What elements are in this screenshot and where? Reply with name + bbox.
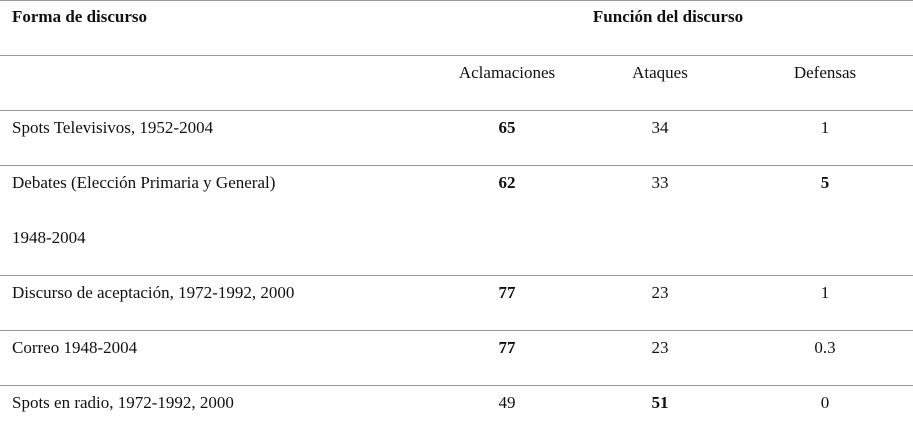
cell-value: 0: [820, 393, 830, 412]
cell-value: 33: [651, 173, 669, 192]
rule: [0, 330, 913, 331]
cell-value: 23: [651, 283, 669, 302]
cell-value: 51: [651, 393, 669, 412]
cell-value: 5: [820, 173, 830, 192]
cell-value: 0.3: [814, 338, 836, 357]
cell-value: 1: [820, 118, 830, 137]
cell-value: 77: [498, 283, 516, 302]
rule: [0, 165, 913, 166]
row-label: 1948-2004: [12, 228, 86, 247]
cell-value: 62: [498, 173, 516, 192]
rule: [0, 110, 913, 111]
rule: [0, 275, 913, 276]
cell-value: 1: [820, 283, 830, 302]
row-label: Correo 1948-2004: [12, 338, 138, 357]
row-label: Spots en radio, 1972-1992, 2000: [12, 393, 234, 412]
cell-value: 65: [498, 118, 516, 137]
rule: [0, 55, 913, 56]
cell-value: 23: [651, 338, 669, 357]
rule: [0, 385, 913, 386]
cell-value: 34: [651, 118, 669, 137]
group-header: Función del discurso: [592, 7, 744, 26]
column-header: Ataques: [632, 63, 688, 82]
row-header: Forma de discurso: [12, 7, 148, 26]
rule: [0, 0, 913, 1]
cell-value: 49: [498, 393, 516, 412]
column-header: Aclamaciones: [458, 63, 556, 82]
cell-value: 77: [498, 338, 516, 357]
row-label: Spots Televisivos, 1952-2004: [12, 118, 214, 137]
row-label: Debates (Elección Primaria y General): [12, 173, 276, 192]
row-label: Discurso de aceptación, 1972-1992, 2000: [12, 283, 295, 302]
column-header: Defensas: [793, 63, 857, 82]
